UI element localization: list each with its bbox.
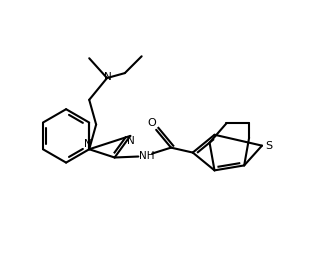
Text: N: N: [127, 136, 135, 146]
Text: N: N: [84, 139, 92, 149]
Text: S: S: [265, 141, 273, 151]
Text: NH: NH: [139, 151, 154, 161]
Text: O: O: [148, 118, 156, 128]
Text: N: N: [104, 72, 112, 82]
